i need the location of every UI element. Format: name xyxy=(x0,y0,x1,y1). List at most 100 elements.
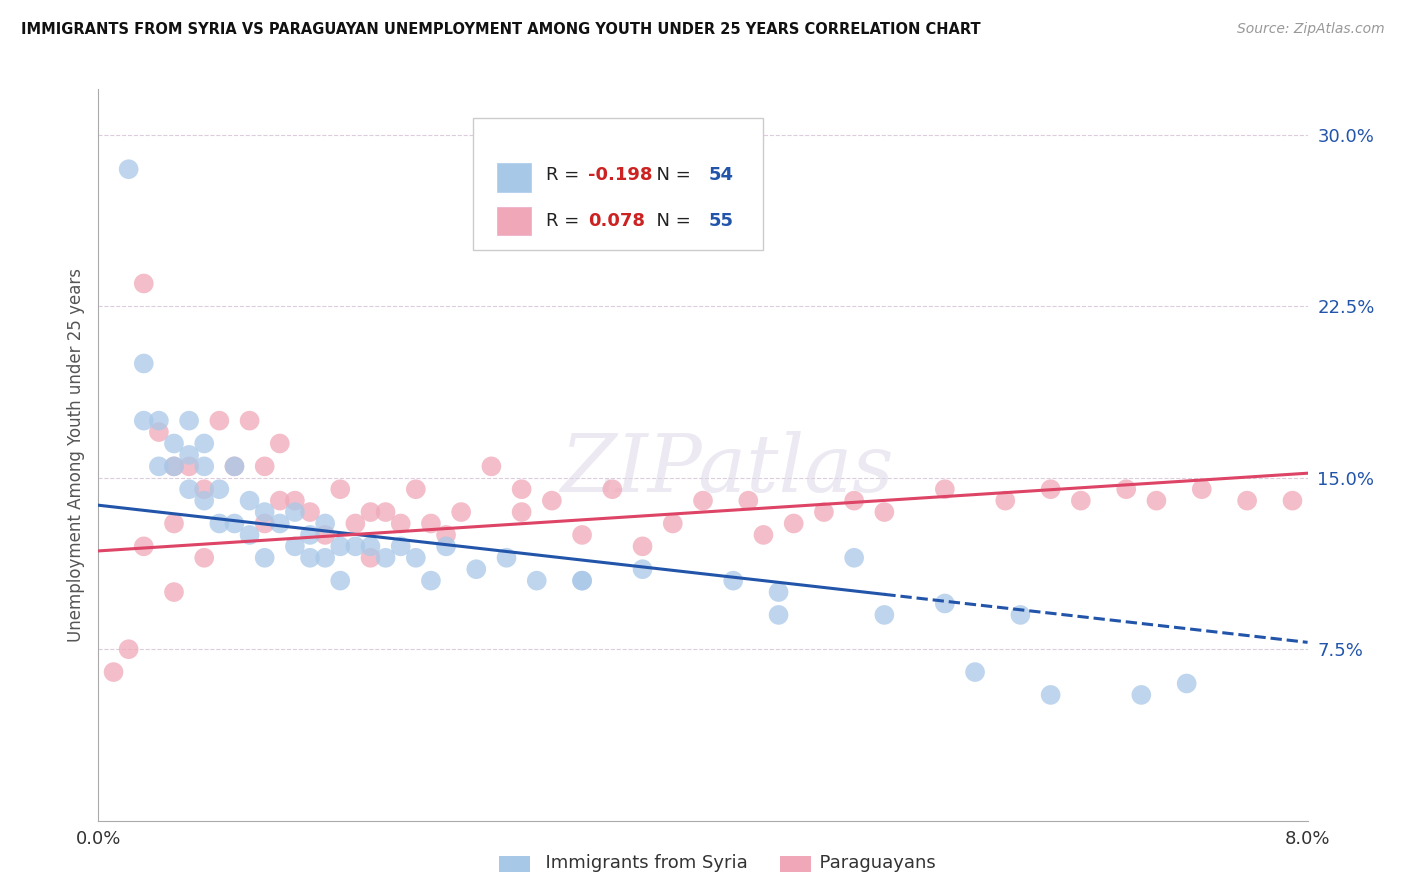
Point xyxy=(179,448,201,462)
Point xyxy=(526,574,548,588)
Point xyxy=(314,550,336,565)
Point xyxy=(1281,493,1303,508)
Point xyxy=(193,493,215,508)
Text: R =: R = xyxy=(546,166,585,184)
Point xyxy=(132,356,155,371)
Point xyxy=(465,562,488,576)
Point xyxy=(602,482,624,496)
Point xyxy=(284,505,307,519)
Point xyxy=(179,482,201,496)
Point xyxy=(269,516,291,531)
Point xyxy=(540,493,562,508)
Point xyxy=(571,528,593,542)
Point xyxy=(481,459,503,474)
Point xyxy=(783,516,806,531)
Point xyxy=(208,414,231,428)
Point xyxy=(360,550,382,565)
Point xyxy=(132,539,155,553)
Point xyxy=(1191,482,1213,496)
Point xyxy=(420,574,443,588)
Point xyxy=(450,505,472,519)
Point xyxy=(510,505,533,519)
Point xyxy=(661,516,683,531)
Point xyxy=(752,528,775,542)
Point xyxy=(344,516,367,531)
Text: R =: R = xyxy=(546,212,585,230)
Point xyxy=(163,459,186,474)
Point xyxy=(284,539,307,553)
Point xyxy=(148,425,170,439)
Point xyxy=(224,459,246,474)
Point xyxy=(148,414,170,428)
Text: -0.198: -0.198 xyxy=(588,166,652,184)
Point xyxy=(193,436,215,450)
Point xyxy=(163,436,186,450)
Point xyxy=(103,665,125,679)
Point xyxy=(299,528,322,542)
Point xyxy=(631,539,654,553)
Text: Paraguayans: Paraguayans xyxy=(808,855,936,872)
Point xyxy=(768,607,790,622)
Point xyxy=(132,277,155,291)
Point xyxy=(510,482,533,496)
Point xyxy=(118,642,141,657)
Point xyxy=(239,414,262,428)
Point xyxy=(934,597,956,611)
Point xyxy=(132,414,155,428)
Point xyxy=(374,505,396,519)
Point xyxy=(329,574,352,588)
Text: 54: 54 xyxy=(709,166,734,184)
Point xyxy=(299,550,322,565)
Point xyxy=(420,516,443,531)
Point xyxy=(389,539,412,553)
Point xyxy=(434,528,457,542)
Text: N =: N = xyxy=(645,212,696,230)
Point xyxy=(253,516,276,531)
Point xyxy=(314,528,336,542)
Point xyxy=(571,574,593,588)
Point xyxy=(179,414,201,428)
Point xyxy=(1010,607,1032,622)
Point xyxy=(163,459,186,474)
Point xyxy=(148,459,170,474)
Point xyxy=(179,459,201,474)
Point xyxy=(1130,688,1153,702)
Point xyxy=(208,482,231,496)
Point xyxy=(224,459,246,474)
Point xyxy=(1039,688,1062,702)
Point xyxy=(844,550,866,565)
Point xyxy=(1236,493,1258,508)
Point xyxy=(269,493,291,508)
Point xyxy=(965,665,987,679)
Text: IMMIGRANTS FROM SYRIA VS PARAGUAYAN UNEMPLOYMENT AMONG YOUTH UNDER 25 YEARS CORR: IMMIGRANTS FROM SYRIA VS PARAGUAYAN UNEM… xyxy=(21,22,981,37)
Text: 55: 55 xyxy=(709,212,734,230)
Point xyxy=(208,516,231,531)
Point xyxy=(253,459,276,474)
Point xyxy=(723,574,745,588)
Y-axis label: Unemployment Among Youth under 25 years: Unemployment Among Youth under 25 years xyxy=(66,268,84,642)
Point xyxy=(360,539,382,553)
Point xyxy=(118,162,141,177)
Text: N =: N = xyxy=(645,166,696,184)
Point xyxy=(163,516,186,531)
Point xyxy=(269,436,291,450)
Point xyxy=(1115,482,1137,496)
Point xyxy=(1146,493,1168,508)
Point xyxy=(844,493,866,508)
Point xyxy=(389,516,412,531)
Point xyxy=(571,574,593,588)
Point xyxy=(253,505,276,519)
Point xyxy=(768,585,790,599)
Point xyxy=(1039,482,1062,496)
Point xyxy=(434,539,457,553)
Point xyxy=(1070,493,1092,508)
Point xyxy=(314,516,336,531)
Point xyxy=(873,607,896,622)
Point xyxy=(692,493,714,508)
Text: ZIPatlas: ZIPatlas xyxy=(561,431,894,508)
Text: 0.078: 0.078 xyxy=(588,212,645,230)
Point xyxy=(1175,676,1198,690)
Point xyxy=(374,550,396,565)
Point xyxy=(224,516,246,531)
Text: Source: ZipAtlas.com: Source: ZipAtlas.com xyxy=(1237,22,1385,37)
